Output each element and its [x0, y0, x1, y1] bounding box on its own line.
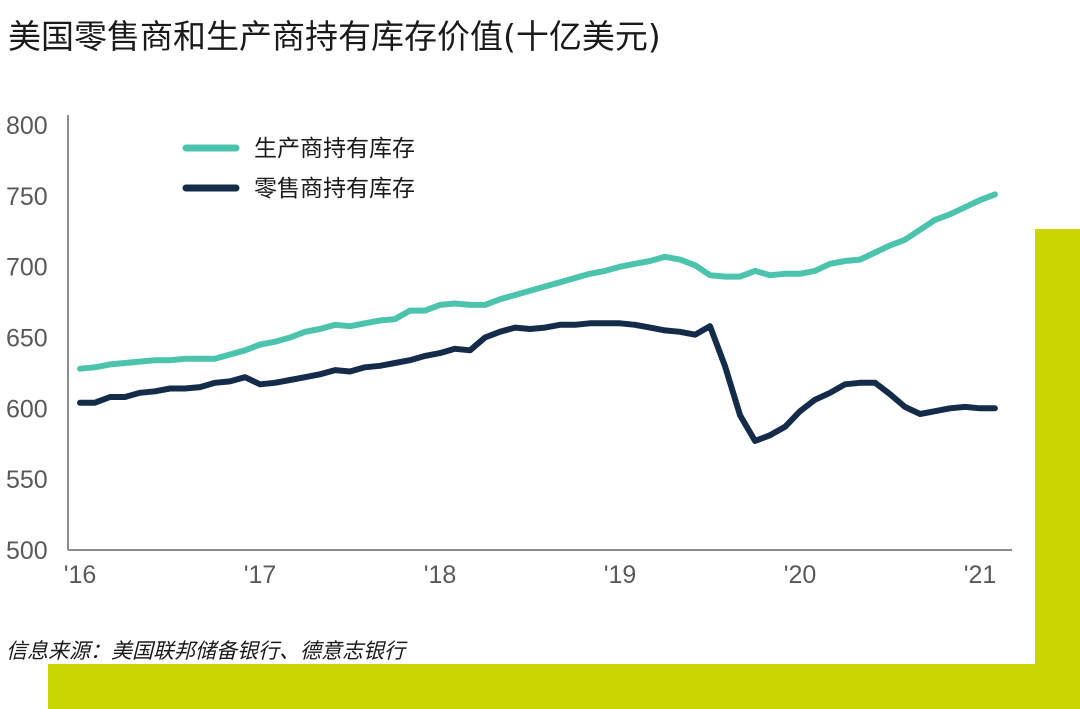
- y-tick-label: 500: [6, 537, 48, 565]
- y-tick-labels: 800 750 700 650 600 550 500: [6, 112, 48, 565]
- y-tick-label: 800: [6, 112, 48, 140]
- x-tick-label: '16: [64, 561, 97, 589]
- x-tick-label: '17: [244, 561, 277, 589]
- chart-title: 美国零售商和生产商持有库存价值(十亿美元): [8, 17, 661, 56]
- series-lines: [77, 191, 998, 444]
- x-tick-label: '19: [604, 561, 637, 589]
- y-tick-label: 600: [6, 395, 48, 423]
- producer-inventory-line: [77, 191, 998, 372]
- x-tick-label: '21: [964, 561, 997, 589]
- y-tick-label: 750: [6, 183, 48, 211]
- accent-bar-bottom: [48, 664, 1080, 709]
- source-note: 信息来源：美国联邦储备银行、德意志银行: [6, 639, 405, 663]
- accent-bar-right: [1035, 229, 1080, 709]
- legend-label: 零售商持有库存: [254, 176, 415, 202]
- x-tick-labels: '16 '17 '18 '19 '20 '21: [64, 561, 997, 589]
- y-tick-label: 700: [6, 254, 48, 282]
- x-tick-label: '18: [424, 561, 457, 589]
- legend-label: 生产商持有库存: [254, 136, 415, 162]
- y-tick-label: 550: [6, 466, 48, 494]
- x-tick-label: '20: [784, 561, 817, 589]
- retailer-inventory-line: [77, 320, 998, 444]
- y-tick-label: 650: [6, 325, 48, 353]
